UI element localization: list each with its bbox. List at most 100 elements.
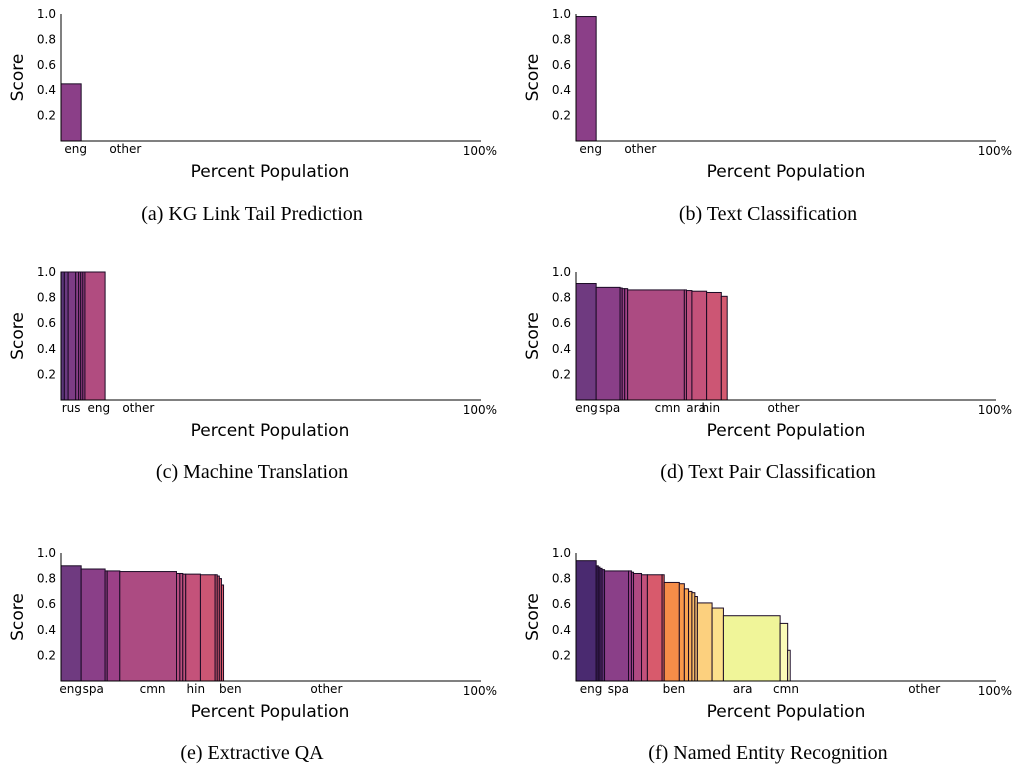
x-axis-label: Percent Population	[707, 162, 866, 182]
bar	[641, 574, 648, 682]
x-tick-label: other	[624, 142, 656, 156]
y-tick-label: 0.2	[37, 367, 56, 381]
bar	[678, 583, 685, 682]
y-tick-label: 0.2	[552, 109, 571, 123]
y-axis-label: Score	[523, 593, 543, 641]
bar	[779, 622, 789, 682]
x-end-label: 100%	[978, 144, 1012, 158]
x-end-label: 100%	[978, 684, 1012, 698]
x-tick-label: eng	[64, 142, 87, 156]
panel-e: 0.2 0.4 0.6 0.8 1.0 eng spa cmn hin ben other 100% P…	[8, 546, 497, 764]
y-axis-label: Score	[8, 54, 28, 102]
x-tick-label: eng	[59, 682, 82, 696]
x-end-label: 100%	[978, 403, 1012, 417]
bar	[575, 283, 597, 401]
bar	[706, 291, 722, 401]
y-tick-label: 0.6	[37, 597, 56, 611]
bar	[627, 289, 685, 401]
bar	[119, 571, 178, 682]
y-tick-label: 0.2	[552, 648, 571, 662]
y-tick-label: 0.4	[37, 83, 56, 97]
x-axis-label: Percent Population	[707, 421, 866, 441]
x-end-label: 100%	[463, 684, 497, 698]
y-tick-label: 0.8	[37, 32, 56, 46]
bar	[696, 602, 713, 682]
y-tick-label: 1.0	[552, 546, 571, 560]
bar	[595, 286, 621, 401]
y-tick-label: 0.4	[552, 623, 571, 637]
y-tick-label: 0.6	[552, 58, 571, 72]
x-tick-label: cmn	[655, 401, 681, 415]
x-tick-label: eng	[580, 682, 603, 696]
y-tick-label: 0.2	[37, 109, 56, 123]
panel-f: 0.2 0.4 0.6 0.8 1.0 eng spa ben ara cmn other 100% P…	[523, 546, 1012, 764]
panel-caption: (d) Text Pair Classification	[660, 461, 875, 483]
y-axis-label: Score	[8, 312, 28, 360]
x-tick-label: ara	[733, 682, 753, 696]
x-axis-label: Percent Population	[191, 421, 350, 441]
y-tick-label: 0.6	[37, 58, 56, 72]
bar	[60, 83, 82, 142]
panel-caption: (f) Named Entity Recognition	[648, 742, 887, 764]
y-tick-label: 0.4	[37, 623, 56, 637]
y-tick-label: 0.4	[37, 342, 56, 356]
y-axis-label: Score	[523, 312, 543, 360]
panel-caption: (c) Machine Translation	[156, 461, 348, 483]
x-tick-label: spa	[608, 682, 629, 696]
y-tick-label: 1.0	[37, 7, 56, 21]
x-tick-label: rus	[62, 401, 81, 415]
panel-a: 0.2 0.4 0.6 0.8 1.0 eng other 100% Percent Popul…	[8, 7, 497, 225]
x-tick-label: ben	[663, 682, 686, 696]
y-tick-label: 0.8	[37, 291, 56, 305]
bar	[688, 590, 693, 682]
y-tick-label: 0.4	[552, 342, 571, 356]
y-tick-label: 0.2	[552, 367, 571, 381]
bar	[685, 290, 693, 401]
x-tick-label: ben	[219, 682, 242, 696]
y-tick-label: 0.6	[37, 316, 56, 330]
x-tick-label: spa	[599, 401, 620, 415]
y-tick-label: 0.2	[37, 648, 56, 662]
bar	[683, 588, 690, 682]
x-axis-label: Percent Population	[191, 162, 350, 182]
panel-caption: (b) Text Classification	[679, 203, 857, 225]
bar	[63, 271, 69, 401]
bar	[67, 271, 77, 401]
bar	[633, 572, 643, 682]
y-tick-label: 0.8	[552, 572, 571, 586]
x-axis-label: Percent Population	[707, 702, 866, 722]
panel-caption: (e) Extractive QA	[180, 742, 324, 764]
x-tick-label: cmn	[140, 682, 166, 696]
y-axis-label: Score	[523, 54, 543, 102]
x-tick-label: hin	[187, 682, 206, 696]
bar	[575, 16, 597, 142]
bar	[80, 568, 106, 682]
bar	[185, 573, 201, 682]
x-tick-label: eng	[575, 401, 598, 415]
x-tick-label: eng	[579, 142, 602, 156]
x-tick-label: other	[768, 401, 800, 415]
bar	[787, 649, 791, 682]
bar	[60, 271, 65, 401]
bar	[575, 560, 597, 682]
bar	[691, 290, 708, 401]
x-tick-label: other	[310, 682, 342, 696]
bar	[176, 572, 181, 682]
x-end-label: 100%	[463, 403, 497, 417]
x-tick-label: other	[122, 401, 154, 415]
y-tick-label: 1.0	[552, 265, 571, 279]
bar	[646, 574, 663, 682]
y-tick-label: 1.0	[552, 7, 571, 21]
x-tick-label: hin	[702, 401, 721, 415]
bar	[720, 295, 728, 401]
x-tick-label: ara	[686, 401, 706, 415]
panel-b: 0.2 0.4 0.6 0.8 1.0 eng other 100% Percent Popul…	[523, 7, 1012, 225]
bar	[604, 570, 629, 682]
bar	[711, 607, 724, 682]
y-tick-label: 1.0	[37, 265, 56, 279]
y-tick-label: 1.0	[37, 546, 56, 560]
panel-c: 0.2 0.4 0.6 0.8 1.0 rus eng other 100% Percent Po…	[8, 265, 497, 483]
bar	[220, 584, 225, 682]
bar	[84, 271, 106, 401]
